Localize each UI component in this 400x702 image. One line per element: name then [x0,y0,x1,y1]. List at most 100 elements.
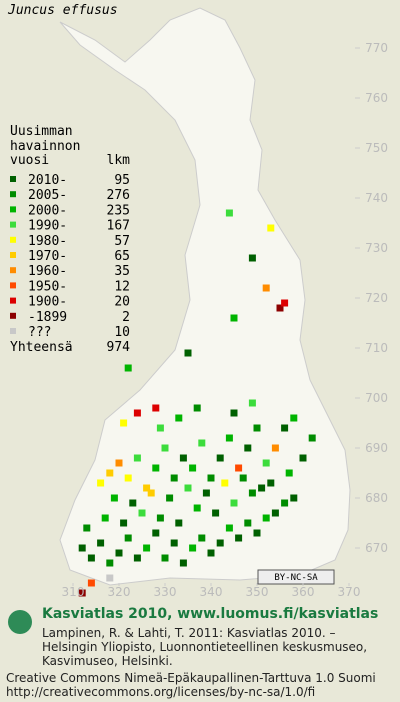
legend-count: 10 [114,325,130,340]
observation-square [225,209,233,217]
legend-swatch [10,221,16,228]
y-grid-label: 690 [365,441,388,455]
observation-square [156,514,164,522]
observation-square [262,284,270,292]
observation-square [124,474,132,482]
observation-square [281,299,289,307]
license-line: Creative Commons Nimeä-Epäkaupallinen-Ta… [6,671,376,685]
observation-square [179,559,187,567]
observation-square [110,494,118,502]
legend-swatch [10,236,16,243]
citation-line: Helsingin Yliopisto, Luonnontieteellinen… [42,640,367,654]
legend-swatch [10,206,16,213]
finland-outline [59,7,351,586]
observation-square [106,574,114,582]
legend-count: 35 [114,264,130,279]
legend-swatch [10,252,16,258]
observation-square [184,484,192,492]
observation-square [216,454,224,462]
observation-square [225,434,233,442]
observation-square [281,424,289,432]
observation-square [267,224,275,232]
legend-label: 2005- [28,188,67,203]
observation-square [106,469,114,477]
observation-square [133,554,141,562]
legend-swatch [10,312,16,319]
observation-square [271,444,279,452]
legend-total-label: Yhteensä [10,340,73,355]
legend-count: 2 [122,310,130,325]
observation-square [198,439,206,447]
observation-square [207,549,215,557]
observation-square [230,409,238,417]
license-line: http://creativecommons.org/licenses/by-n… [6,685,315,699]
legend-label: 1980- [28,234,67,249]
x-grid-label: 320 [108,585,131,599]
observation-square [189,464,197,472]
observation-square [253,529,261,537]
observation-square [258,484,266,492]
observation-square [271,509,279,517]
observation-square [143,544,151,552]
observation-square [244,444,252,452]
observation-square [198,534,206,542]
x-grid-label: 350 [246,585,269,599]
legend-swatch [10,297,16,304]
license-badge-box [257,569,335,585]
legend-label: 1950- [28,279,67,294]
y-grid-label: 720 [365,291,388,305]
observation-square [124,534,132,542]
observation-square [281,499,289,507]
observation-square [120,519,128,527]
observation-square [161,444,169,452]
observation-square [248,399,256,407]
observation-square [156,424,164,432]
observation-square [202,489,210,497]
y-grid-label: 740 [365,191,388,205]
observation-square [221,479,229,487]
legend-swatch [10,282,16,289]
x-grid-label: 370 [338,585,361,599]
legend-count: 235 [107,203,130,218]
observation-square [285,469,293,477]
y-grid-label: 710 [365,341,388,355]
legend-label: 1960- [28,264,67,279]
observation-square [207,474,215,482]
observation-square [290,414,298,422]
license-badge: BY-NC-SA [274,573,318,583]
legend-label: 2010- [28,173,67,188]
observation-square [230,314,238,322]
observation-square [97,539,105,547]
citation-line: Lampinen, R. & Lahti, T. 2011: Kasviatla… [42,626,336,640]
observation-square [115,459,123,467]
observation-square [216,539,224,547]
observation-square [239,474,247,482]
observation-square [124,364,132,372]
y-grid-label: 670 [365,541,388,555]
observation-square [161,554,169,562]
y-grid-label: 770 [365,41,388,55]
legend-swatch [10,328,16,334]
legend-total: 974 [107,340,131,355]
observation-square [235,464,243,472]
legend-label: 2000- [28,203,67,218]
observation-square [299,454,307,462]
observation-square [248,254,256,262]
observation-square [230,499,238,507]
observation-square [193,404,201,412]
observation-square [133,409,141,417]
x-grid-label: 360 [292,585,315,599]
y-grid-label: 730 [365,241,388,255]
observation-square [138,509,146,517]
observation-square [262,459,270,467]
observation-square [83,524,91,532]
observation-square [235,534,243,542]
x-grid-label: 330 [154,585,177,599]
x-grid-label: 340 [200,585,223,599]
observation-square [179,454,187,462]
observation-square [97,479,105,487]
observation-square [244,519,252,527]
observation-square [184,349,192,357]
